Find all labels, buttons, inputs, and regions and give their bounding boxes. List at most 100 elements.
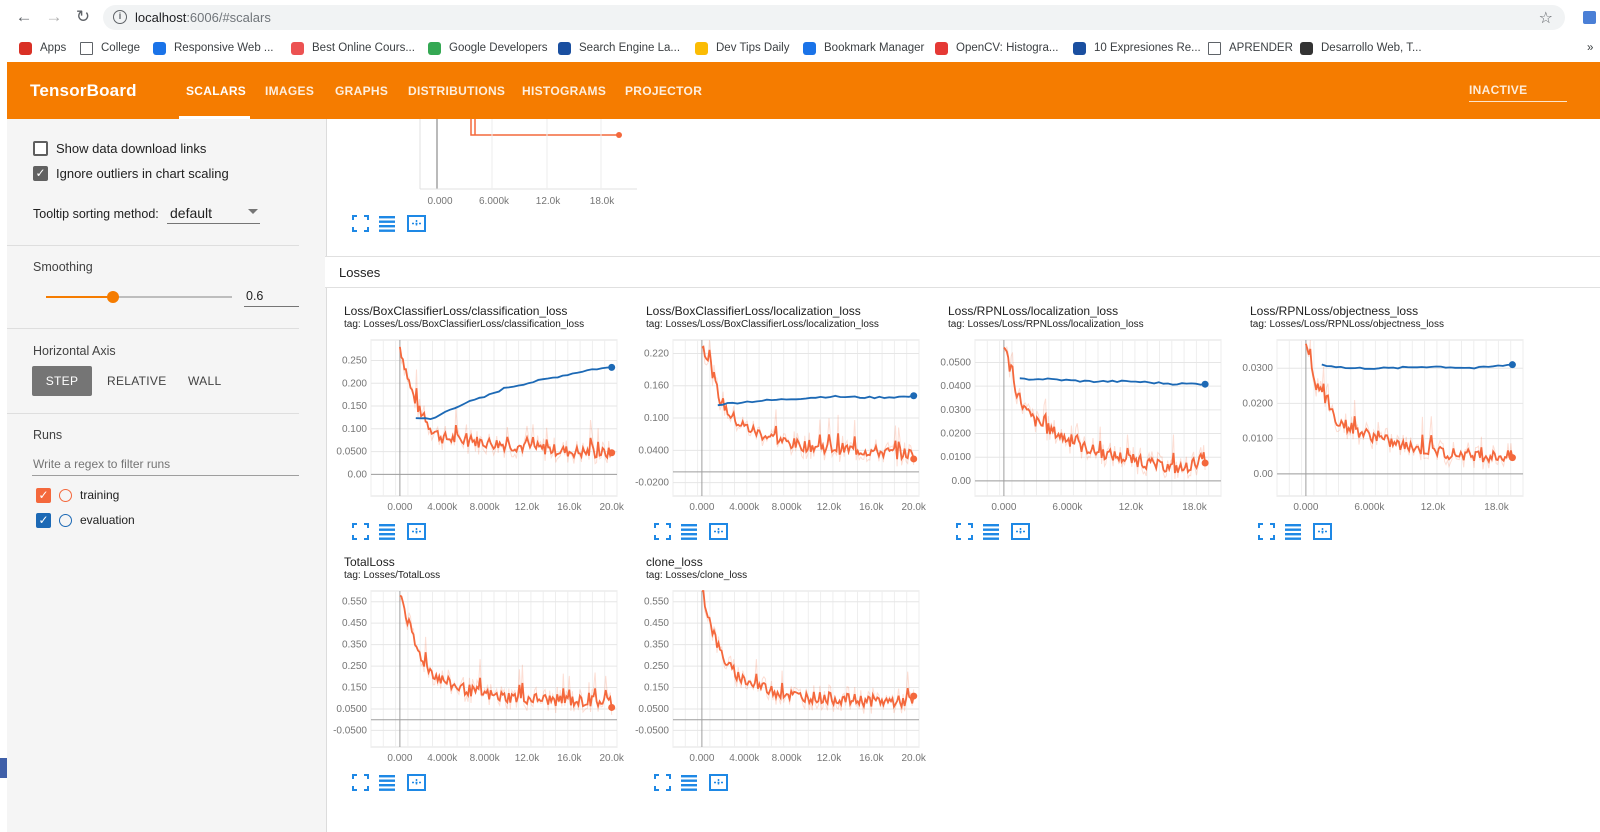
google-dev-icon [428, 41, 441, 55]
run-evaluation-checkbox[interactable]: ✓ [36, 513, 51, 528]
tab-images[interactable]: IMAGES [265, 84, 315, 98]
bookmark-star-icon[interactable]: ☆ [1538, 10, 1553, 27]
haxis-wall-button[interactable]: WALL [188, 374, 222, 388]
series-line-training[interactable] [399, 346, 613, 460]
tab-scalars[interactable]: SCALARS [186, 84, 247, 98]
haxis-step-button[interactable]: STEP [32, 366, 92, 396]
haxis-relative-button[interactable]: RELATIVE [107, 374, 167, 388]
expand-icon[interactable] [1258, 523, 1275, 540]
line-chart[interactable]: 0.00 0.0100 0.0200 0.0300 0.0400 0.0500 0.000 6… [928, 304, 1222, 518]
smoothing-slider-track[interactable] [46, 296, 232, 298]
list-icon[interactable] [379, 216, 395, 232]
series-line-training[interactable] [1305, 343, 1514, 465]
series-end-point-training [910, 692, 918, 700]
fit-domain-icon[interactable] [1011, 523, 1030, 540]
info-icon[interactable]: i [113, 10, 127, 24]
show-download-links-checkbox[interactable] [33, 141, 48, 156]
chart-title: clone_loss [646, 555, 703, 569]
bookmark-1[interactable]: Apps [19, 40, 66, 56]
dropdown-arrow-icon[interactable] [248, 209, 258, 214]
line-chart[interactable]: 0.00 0.0100 0.0200 0.0300 0.000 6.000k 12.0k 18… [1230, 304, 1524, 518]
series-line-evaluation[interactable] [717, 394, 914, 407]
runs-filter-input[interactable]: Write a regex to filter runs [33, 457, 171, 471]
expand-icon[interactable] [956, 523, 973, 540]
fit-domain-icon[interactable] [407, 215, 426, 232]
opencv-icon [935, 41, 948, 55]
window-edge [0, 62, 7, 832]
tab-projector[interactable]: PROJECTOR [625, 84, 703, 98]
list-icon[interactable] [681, 524, 697, 540]
expand-icon[interactable] [352, 215, 369, 232]
list-icon[interactable] [379, 524, 395, 540]
tab-histograms[interactable]: HISTOGRAMS [522, 84, 607, 98]
losses-group-header[interactable]: Losses [325, 256, 1600, 288]
tooltip-sorting-select[interactable]: default [170, 205, 213, 221]
page-icon [1300, 41, 1313, 55]
extension-icon[interactable] [1583, 11, 1596, 24]
globe-icon [1073, 41, 1086, 55]
fit-domain-icon[interactable] [407, 774, 426, 791]
fit-domain-icon[interactable] [709, 774, 728, 791]
y-tick-label: 0.00 [348, 469, 368, 480]
bookmark-2[interactable]: College [80, 40, 140, 56]
series-end-point-training [910, 455, 918, 463]
chart-tag: tag: Losses/Loss/RPNLoss/objectness_loss [1250, 319, 1444, 330]
chart-title: Loss/RPNLoss/localization_loss [948, 304, 1119, 318]
series-line-evaluation[interactable] [415, 366, 612, 421]
list-icon[interactable] [681, 775, 697, 791]
reload-icon[interactable]: ↻ [75, 7, 91, 26]
tab-graphs[interactable]: GRAPHS [335, 84, 389, 98]
bookmark-7[interactable]: Dev Tips Daily [695, 40, 790, 56]
series-line-evaluation[interactable] [1321, 363, 1513, 370]
series-line-training[interactable] [399, 594, 613, 709]
series-line-training[interactable] [1003, 346, 1206, 475]
fit-domain-icon[interactable] [1313, 523, 1332, 540]
y-tick-label: 0.0400 [638, 445, 669, 456]
bookmark-5[interactable]: Google Developers [428, 40, 547, 56]
list-icon[interactable] [983, 524, 999, 540]
x-tick-label: 20.0k [599, 502, 624, 513]
line-chart[interactable]: -0.0200 0.0400 0.100 0.160 0.220 0.000 4.000k 8… [626, 304, 927, 518]
fit-domain-icon[interactable] [709, 523, 728, 540]
bookmark-11[interactable]: APRENDER [1208, 40, 1293, 56]
series-line-training[interactable] [701, 345, 915, 462]
expand-icon[interactable] [654, 523, 671, 540]
back-arrow-icon[interactable]: ← [15, 7, 33, 26]
list-icon[interactable] [1285, 524, 1301, 540]
series-end-point-training [608, 449, 616, 457]
fit-domain-icon[interactable] [407, 523, 426, 540]
apps-grid-icon [19, 41, 32, 55]
inactive-dropdown[interactable]: INACTIVE [1469, 83, 1528, 97]
expand-icon[interactable] [352, 523, 369, 540]
y-tick-label: 0.200 [342, 378, 367, 389]
bookmark-6[interactable]: Search Engine La... [558, 40, 680, 56]
show-download-links-label: Show data download links [56, 141, 207, 156]
runs-filter-underline [32, 475, 299, 476]
bookmark-4[interactable]: Best Online Cours... [291, 40, 415, 56]
expand-icon[interactable] [654, 774, 671, 791]
url-field[interactable]: i localhost:6006/#scalars ☆ [103, 5, 1565, 30]
list-icon[interactable] [379, 775, 395, 791]
bookmarks-overflow-icon[interactable]: » [1587, 42, 1594, 54]
bookmark-10[interactable]: 10 Expresiones Re... [1073, 40, 1201, 56]
bookmark-9[interactable]: OpenCV: Histogra... [935, 40, 1058, 56]
smoothing-value-input[interactable]: 0.6 [246, 289, 264, 303]
y-tick-label: 0.350 [342, 640, 367, 651]
bookmark-8[interactable]: Bookmark Manager [803, 40, 924, 56]
x-tick-label: 0.000 [387, 753, 412, 764]
expand-icon[interactable] [352, 774, 369, 791]
line-chart[interactable]: 0.00 0.0500 0.100 0.150 0.200 0.250 0.000 4.000… [324, 304, 625, 518]
run-training-label: training [80, 488, 120, 502]
run-training-checkbox[interactable]: ✓ [36, 488, 51, 503]
bookmark-3[interactable]: Responsive Web ... [153, 40, 274, 56]
series-line-training[interactable] [701, 590, 915, 710]
smoothing-slider-knob[interactable] [106, 291, 119, 303]
tab-distributions[interactable]: DISTRIBUTIONS [408, 84, 506, 98]
bookmark-12[interactable]: Desarrollo Web, T... [1300, 40, 1422, 56]
chart-toolbar [654, 523, 728, 540]
line-chart[interactable]: -0.0500 0.0500 0.150 0.250 0.350 0.450 0.550 0.… [626, 555, 927, 769]
series-line-evaluation[interactable] [1019, 377, 1206, 386]
ignore-outliers-checkbox[interactable]: ✓ [33, 166, 48, 181]
forward-arrow-icon[interactable]: → [45, 7, 63, 26]
line-chart[interactable]: -0.0500 0.0500 0.150 0.250 0.350 0.450 0.550 0.… [324, 555, 625, 769]
